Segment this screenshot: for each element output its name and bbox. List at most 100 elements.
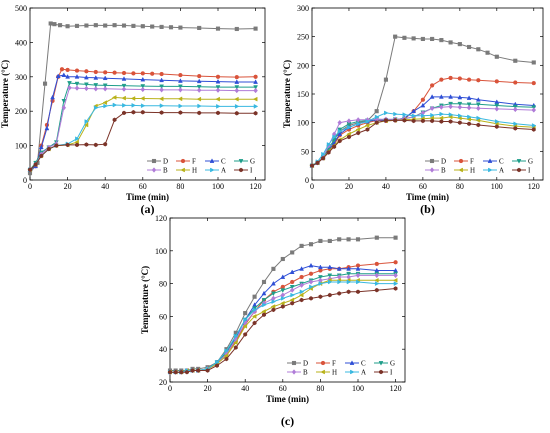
data-point-D <box>439 38 444 43</box>
data-point-B <box>159 87 164 93</box>
x-tick-label: 100 <box>491 182 503 191</box>
data-point-F <box>103 70 108 75</box>
data-point-F <box>531 80 536 86</box>
y-tick-label: 400 <box>15 38 27 47</box>
data-point-F <box>290 279 295 285</box>
data-point-G <box>234 85 240 90</box>
x-tick-label: 0 <box>310 182 314 191</box>
data-point-F <box>178 72 183 78</box>
legend-marker-H <box>458 167 463 173</box>
data-point-F <box>112 70 117 75</box>
data-point-D <box>327 238 332 244</box>
legend-marker-F <box>320 360 326 366</box>
data-point-A <box>321 151 326 157</box>
data-point-G <box>196 84 202 90</box>
data-point-C <box>140 76 146 82</box>
data-point-C <box>327 264 333 270</box>
data-point-A <box>290 292 295 298</box>
data-point-D <box>299 243 304 248</box>
data-point-A <box>402 112 408 118</box>
data-point-D <box>121 23 127 28</box>
data-point-I <box>337 291 342 296</box>
data-point-I <box>84 142 89 147</box>
data-point-D <box>374 109 379 114</box>
data-point-A <box>494 119 500 124</box>
data-point-H <box>252 96 258 102</box>
data-point-B <box>337 119 343 126</box>
data-point-I <box>65 142 70 148</box>
data-point-D <box>112 23 117 28</box>
data-point-D <box>93 23 98 28</box>
panel-label: (c) <box>281 414 294 428</box>
data-point-D <box>215 26 221 31</box>
data-point-H <box>298 292 304 298</box>
series-D <box>27 21 258 176</box>
legend-entry-H: H <box>332 369 337 377</box>
data-point-B <box>531 107 537 113</box>
data-point-H <box>83 122 89 128</box>
legend-marker-A <box>488 167 493 173</box>
data-point-D <box>131 23 136 28</box>
y-tick-label: 40 <box>159 345 167 354</box>
data-point-C <box>38 144 44 150</box>
data-point-H <box>364 123 370 128</box>
data-point-H <box>289 297 295 303</box>
y-tick-label: 200 <box>15 107 27 116</box>
data-point-G <box>346 271 351 277</box>
legend-entry-I: I <box>390 369 393 377</box>
legend-marker-H <box>320 369 325 375</box>
data-point-F <box>513 80 518 85</box>
data-point-C <box>50 94 55 100</box>
x-axis-label: Time (min) <box>406 192 449 202</box>
data-point-I <box>346 289 351 295</box>
data-point-C <box>475 97 481 102</box>
y-tick-label: 300 <box>297 4 309 13</box>
data-point-G <box>67 81 72 86</box>
data-point-C <box>121 76 127 81</box>
legend-entry-C: C <box>499 158 504 166</box>
data-point-B <box>439 104 444 110</box>
legend-entry-B: B <box>163 167 168 175</box>
x-tick-label: 60 <box>279 384 287 393</box>
data-point-H <box>438 115 444 121</box>
legend-marker-C <box>487 158 493 163</box>
data-point-A <box>131 102 137 108</box>
data-point-I <box>28 167 32 172</box>
x-tick-label: 120 <box>528 182 540 191</box>
legend-entry-I: I <box>250 167 253 175</box>
x-tick-label: 80 <box>176 182 184 191</box>
data-point-D <box>271 266 276 271</box>
y-axis-label: Temperature (°C) <box>282 60 292 128</box>
data-point-C <box>346 266 351 271</box>
data-point-I <box>321 155 326 161</box>
data-point-A <box>233 333 239 339</box>
legend-entry-I: I <box>528 167 531 175</box>
data-point-F <box>150 71 155 76</box>
legend-entry-C: C <box>221 158 226 166</box>
data-point-A <box>280 295 286 301</box>
plot-frame <box>29 7 266 181</box>
data-point-B <box>355 117 361 123</box>
y-tick-label: 20 <box>159 378 167 387</box>
data-point-G <box>178 84 183 90</box>
data-point-I <box>513 126 518 131</box>
x-axis-label: Time (min) <box>266 394 309 404</box>
data-point-I <box>131 109 136 115</box>
data-point-F <box>280 284 285 290</box>
data-point-C <box>261 290 267 296</box>
data-point-I <box>46 146 51 152</box>
data-point-H <box>158 96 164 102</box>
data-point-I <box>103 141 108 147</box>
data-point-A <box>337 128 343 134</box>
data-point-B <box>140 86 146 93</box>
data-point-A <box>356 279 361 285</box>
data-point-H <box>233 340 238 346</box>
data-point-A <box>411 113 417 119</box>
data-point-I <box>315 160 320 166</box>
data-point-C <box>178 78 183 83</box>
x-tick-label: 40 <box>101 182 109 191</box>
data-point-H <box>355 127 361 132</box>
legend-entry-D: D <box>163 158 168 166</box>
data-point-G <box>159 84 164 90</box>
legend-entry-F: F <box>192 158 196 166</box>
